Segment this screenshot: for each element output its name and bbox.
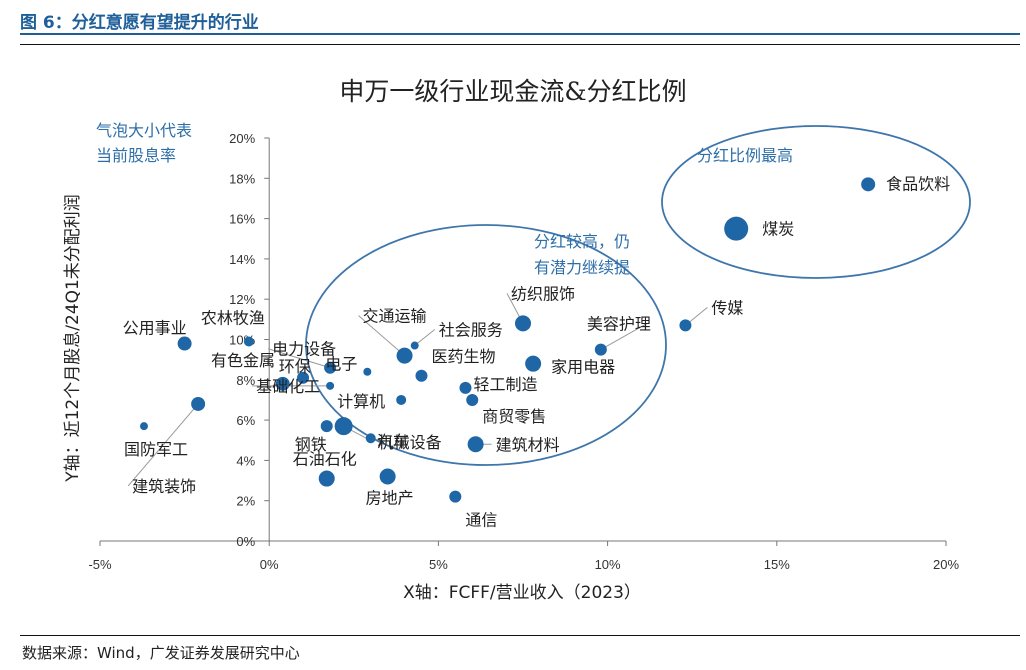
title-divider <box>20 33 1020 35</box>
data-label: 轻工制造 <box>473 375 537 394</box>
y-tick-label: 20% <box>229 131 255 146</box>
data-label: 家用电器 <box>551 358 615 377</box>
data-bubble <box>466 393 479 406</box>
leader-line <box>267 348 331 369</box>
data-label: 建筑装饰 <box>132 477 196 496</box>
data-bubble <box>467 436 484 453</box>
data-bubble <box>594 343 607 356</box>
data-bubble <box>365 433 376 444</box>
data-bubble <box>515 315 531 332</box>
leader-line <box>358 315 405 356</box>
data-bubble <box>334 417 353 436</box>
data-bubble <box>724 216 749 241</box>
highest-payout-ellipse <box>661 125 971 279</box>
y-tick-label: 6% <box>236 413 255 428</box>
data-bubble <box>139 422 148 431</box>
bubble-size-note-line2: 当前股息率 <box>96 146 176 165</box>
data-bubble <box>177 336 192 351</box>
data-bubble <box>297 371 310 384</box>
y-tick-label: 12% <box>229 292 255 307</box>
bubble-chart: 申万一级行业现金流&分红比例 气泡大小代表 当前股息率 分红比例最高 分红较高，… <box>63 77 971 603</box>
data-label: 社会服务 <box>439 321 503 340</box>
data-bubble <box>320 420 333 433</box>
data-bubble <box>326 381 335 390</box>
data-label: 基础化工 <box>256 377 320 396</box>
data-bubble <box>679 319 692 332</box>
source-divider <box>20 635 1020 636</box>
data-bubble <box>415 369 428 382</box>
data-label: 农林牧渔 <box>201 309 265 328</box>
data-label: 医药生物 <box>431 347 495 366</box>
x-tick-label: 0% <box>260 557 279 572</box>
figure-title: 图 6：分红意愿有望提升的行业 <box>20 13 259 33</box>
y-tick-label: 2% <box>236 494 255 509</box>
data-label: 食品饮料 <box>886 174 950 193</box>
data-bubble <box>449 490 462 503</box>
data-bubble <box>525 355 542 372</box>
top-frame-line <box>20 44 1020 45</box>
data-label: 环保 <box>279 357 311 376</box>
data-label: 房地产 <box>366 489 414 508</box>
x-axis-label: X轴：FCFF/营业收入（2023） <box>403 583 641 603</box>
x-tick-label: 15% <box>764 557 790 572</box>
data-label: 传媒 <box>711 298 743 317</box>
data-bubble <box>318 470 335 487</box>
data-bubble <box>363 367 372 376</box>
data-label: 公用事业 <box>123 319 187 338</box>
annotation-highest: 分红比例最高 <box>697 146 793 165</box>
data-bubble <box>396 347 413 364</box>
data-label: 国防军工 <box>124 440 188 459</box>
y-tick-label: 18% <box>229 171 255 186</box>
x-tick-label: 10% <box>595 557 621 572</box>
data-label: 石油石化 <box>293 450 357 469</box>
annotation-high-potential-line1: 分红较高，仍 <box>534 232 630 251</box>
leader-line <box>127 403 199 487</box>
high-payout-ellipse <box>305 224 667 466</box>
chart-title: 申万一级行业现金流&分红比例 <box>339 77 686 106</box>
data-bubble <box>191 396 206 411</box>
y-tick-label: 8% <box>236 373 255 388</box>
data-label: 汽车 <box>377 432 409 451</box>
leader-line <box>414 329 436 346</box>
y-axis-label: Y轴：近12个月股息/24Q1未分配利润 <box>63 194 83 483</box>
x-tick-label: 20% <box>933 557 959 572</box>
data-bubble <box>396 394 407 405</box>
annotation-high-potential-line2: 有潜力继续提 <box>534 258 630 277</box>
data-bubble <box>410 341 419 350</box>
data-label: 有色金属 <box>211 351 275 370</box>
data-label: 美容护理 <box>587 315 651 334</box>
data-label: 电子 <box>325 355 357 374</box>
data-bubble <box>861 177 876 192</box>
data-label: 钢铁 <box>295 435 327 454</box>
data-label: 煤炭 <box>762 220 794 239</box>
data-bubble <box>324 361 337 374</box>
data-label: 计算机 <box>337 392 385 411</box>
source-note: 数据来源：Wind，广发证券发展研究中心 <box>22 644 300 662</box>
data-label: 纺织服饰 <box>511 284 575 303</box>
y-tick-label: 16% <box>229 212 255 227</box>
data-label: 商贸零售 <box>482 407 546 426</box>
y-tick-label: 14% <box>229 252 255 267</box>
y-tick-label: 4% <box>236 453 255 468</box>
x-tick-label: -5% <box>88 557 112 572</box>
data-bubble <box>379 468 396 485</box>
x-tick-label: 5% <box>429 557 448 572</box>
data-label: 电力设备 <box>272 340 336 359</box>
bubble-size-note: 气泡大小代表 <box>96 121 192 140</box>
data-label: 机械设备 <box>378 433 442 452</box>
data-bubble <box>243 336 254 347</box>
y-tick-label: 0% <box>236 534 255 549</box>
leader-line <box>600 323 648 351</box>
data-label: 建筑材料 <box>496 435 560 454</box>
data-bubble <box>459 381 472 394</box>
data-bubble <box>275 376 290 391</box>
data-label: 交通运输 <box>363 307 427 326</box>
data-label: 通信 <box>465 511 497 530</box>
